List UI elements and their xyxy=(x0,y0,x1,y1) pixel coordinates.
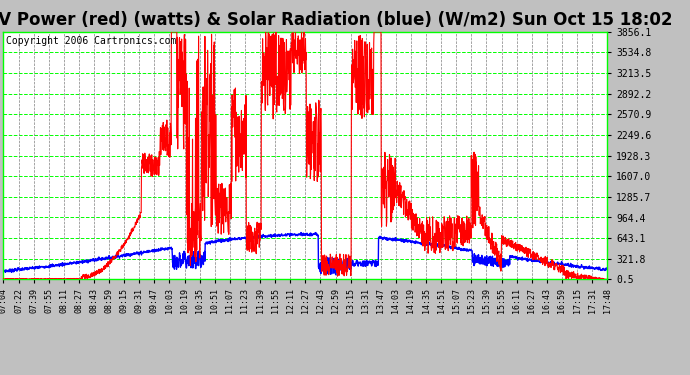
Text: Total PV Power (red) (watts) & Solar Radiation (blue) (W/m2) Sun Oct 15 18:02: Total PV Power (red) (watts) & Solar Rad… xyxy=(0,11,672,29)
Text: Copyright 2006 Cartronics.com: Copyright 2006 Cartronics.com xyxy=(6,36,177,46)
